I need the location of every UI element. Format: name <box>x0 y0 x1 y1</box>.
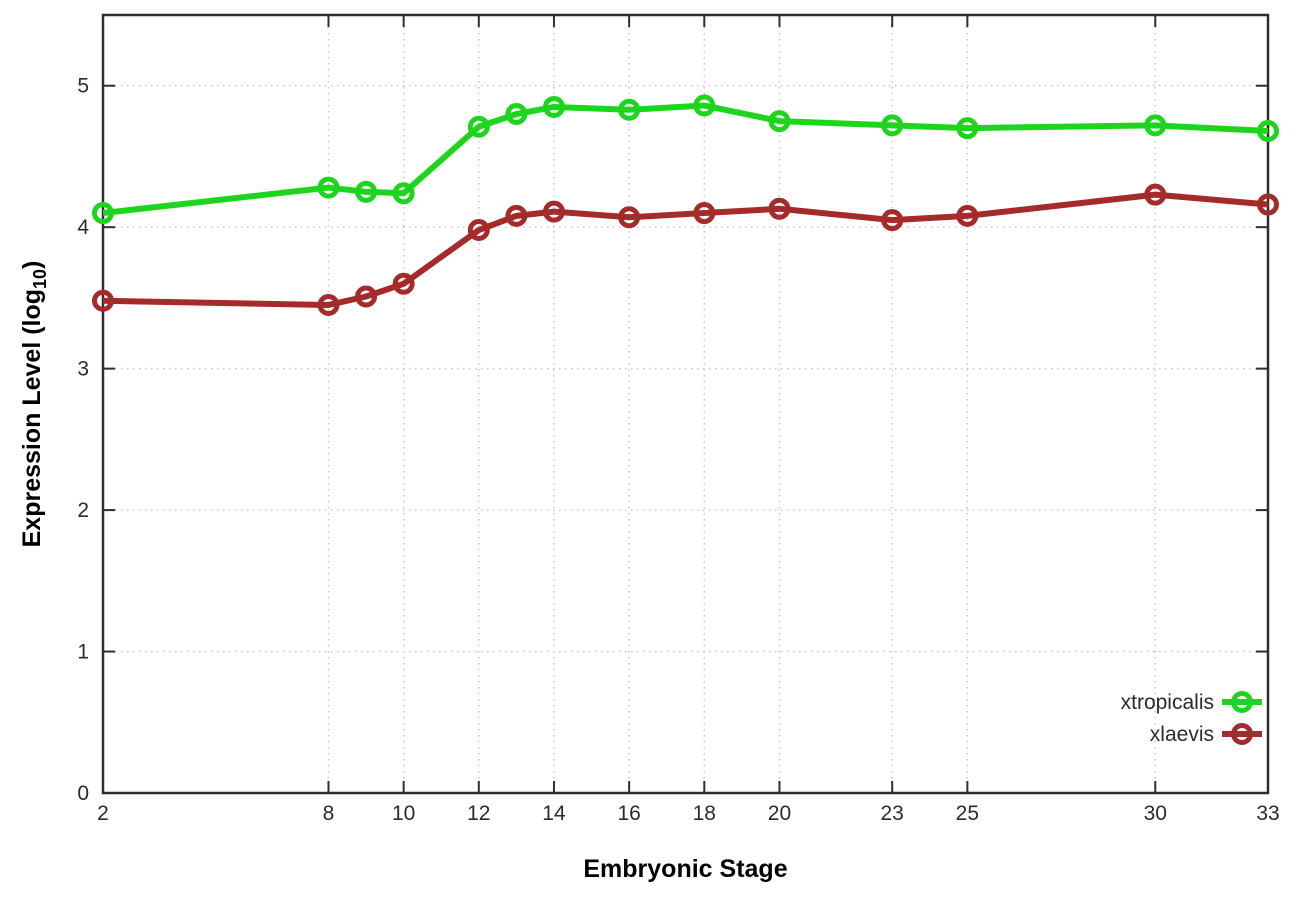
y-tick-label: 5 <box>77 75 89 98</box>
data-point-xtropicalis-stage-8 <box>317 176 340 199</box>
plot-border <box>101 13 1270 795</box>
data-point-xlaevis-stage-8 <box>317 293 340 316</box>
data-point-xlaevis-stage-23 <box>881 209 904 232</box>
data-point-xlaevis-stage-18 <box>693 202 716 225</box>
x-tick-label: 23 <box>881 802 904 825</box>
legend-entry-xlaevis: xlaevis <box>1150 723 1262 746</box>
legend-entry-xtropicalis: xtropicalis <box>1121 691 1262 714</box>
y-tick-label: 1 <box>77 641 89 664</box>
x-tick-label: 20 <box>768 802 791 825</box>
data-point-xtropicalis-stage-30 <box>1144 114 1167 137</box>
gridlines <box>102 15 1269 793</box>
series-xlaevis <box>92 183 1279 316</box>
series-xtropicalis <box>92 94 1279 225</box>
x-tick-label: 16 <box>617 802 640 825</box>
data-point-xtropicalis-stage-33 <box>1257 119 1279 142</box>
data-point-xlaevis-stage-25 <box>956 204 979 227</box>
x-tick-label: 25 <box>956 802 979 825</box>
y-tick-label: 2 <box>77 499 89 522</box>
data-point-xlaevis-stage-16 <box>618 206 641 229</box>
data-point-xtropicalis-stage-14 <box>542 95 565 118</box>
data-point-xtropicalis-stage-23 <box>881 114 904 137</box>
y-tick-label: 0 <box>77 782 89 805</box>
data-point-xtropicalis-stage-12 <box>467 115 490 138</box>
y-tick-label: 3 <box>77 358 89 381</box>
legend: xtropicalis xlaevis <box>1121 691 1262 746</box>
data-point-xtropicalis-stage-10 <box>392 182 415 205</box>
data-point-xlaevis-stage-10 <box>392 272 415 295</box>
data-point-xtropicalis-stage-25 <box>956 117 979 140</box>
x-tick-label: 8 <box>323 802 335 825</box>
data-point-xlaevis-stage-30 <box>1144 183 1167 206</box>
data-point-xlaevis-stage-9 <box>355 285 378 308</box>
y-axis-title: Expression Level (log10) <box>18 261 50 548</box>
data-point-xtropicalis-stage-9 <box>355 180 378 203</box>
x-tick-label: 30 <box>1144 802 1167 825</box>
x-axis-title: Embryonic Stage <box>583 855 787 883</box>
data-point-xlaevis-stage-33 <box>1257 193 1279 216</box>
data-point-xtropicalis-stage-20 <box>768 110 791 133</box>
data-point-xlaevis-stage-2 <box>92 289 114 312</box>
data-point-xtropicalis-stage-2 <box>92 202 114 225</box>
x-tick-label: 14 <box>542 802 566 825</box>
data-point-xlaevis-stage-14 <box>542 200 565 223</box>
x-tick-label: 33 <box>1256 802 1279 825</box>
data-point-xtropicalis-stage-16 <box>618 98 641 121</box>
tick-marks <box>102 15 1269 794</box>
x-tick-label: 18 <box>693 802 716 825</box>
x-tick-label: 12 <box>467 802 490 825</box>
data-point-xlaevis-stage-12 <box>467 219 490 242</box>
legend-label: xlaevis <box>1150 723 1214 746</box>
y-tick-label: 4 <box>77 216 89 239</box>
data-point-xtropicalis-stage-18 <box>693 94 716 117</box>
legend-marker-sample <box>1231 691 1253 713</box>
x-tick-label: 10 <box>392 802 415 825</box>
legend-label: xtropicalis <box>1121 691 1214 714</box>
legend-marker-sample <box>1231 723 1253 745</box>
data-point-xlaevis-stage-20 <box>768 197 791 220</box>
data-point-xlaevis-stage-13 <box>505 204 528 227</box>
data-point-xtropicalis-stage-13 <box>505 103 528 126</box>
x-tick-label: 2 <box>97 802 109 825</box>
